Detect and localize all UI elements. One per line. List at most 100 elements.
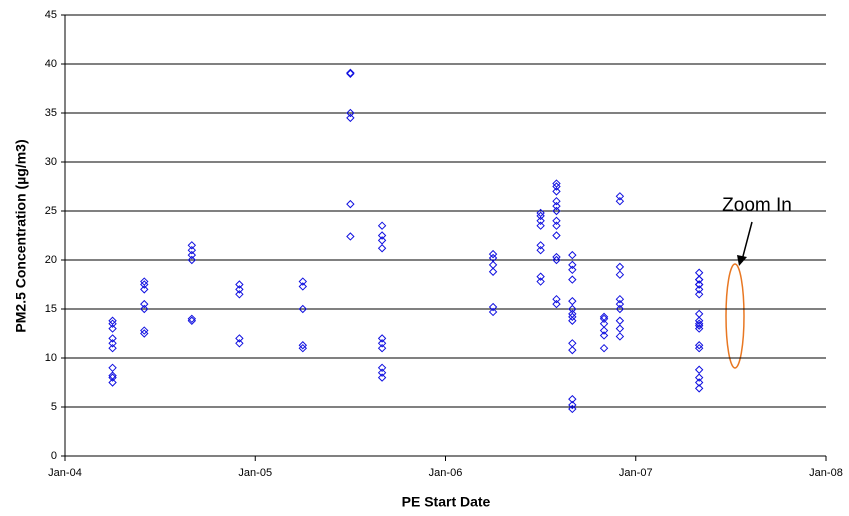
data-point: [568, 275, 577, 284]
y-axis-label: PM2.5 Concentration (µg/m3): [13, 139, 29, 332]
data-point: [552, 294, 561, 304]
x-tick-label: Jan-05: [238, 467, 272, 479]
data-point: [694, 309, 704, 319]
highlight-ellipse: [725, 263, 745, 369]
data-point: [298, 304, 308, 314]
data-point: [615, 304, 625, 314]
data-point: [599, 331, 609, 340]
data-point: [140, 299, 149, 309]
data-point: [552, 206, 561, 216]
data-point: [568, 316, 577, 325]
data-point: [694, 280, 704, 289]
data-point: [346, 113, 355, 123]
data-point: [108, 371, 117, 380]
data-point: [599, 312, 609, 322]
data-point: [488, 253, 498, 263]
data-point: [298, 341, 308, 350]
x-tick-label: Jan-04: [48, 467, 82, 479]
data-point: [568, 404, 577, 414]
data-point: [615, 324, 625, 333]
data-point: [615, 294, 625, 304]
data-point: [488, 307, 498, 317]
data-point: [552, 252, 561, 262]
data-point: [568, 309, 577, 319]
data-point: [108, 334, 117, 343]
y-tick-label: 0: [51, 450, 57, 462]
data-point: [346, 69, 355, 79]
data-point: [187, 241, 197, 250]
data-point: [235, 339, 244, 348]
data-point: [298, 282, 308, 291]
data-point: [488, 302, 498, 312]
data-point: [615, 332, 625, 341]
annotation-arrow: [741, 221, 753, 261]
data-point: [140, 285, 149, 294]
data-point: [346, 108, 355, 118]
data-point: [552, 216, 561, 226]
annotation: Zoom In: [722, 195, 792, 216]
data-point: [488, 249, 498, 259]
data-point: [488, 260, 498, 270]
data-point: [108, 339, 117, 348]
data-point: [568, 260, 577, 270]
data-point: [298, 277, 308, 286]
x-tick-label: Jan-07: [619, 467, 653, 479]
data-point: [140, 277, 149, 286]
data-point: [108, 343, 117, 353]
data-point: [599, 326, 609, 335]
y-tick-label: 25: [45, 205, 57, 217]
data-point: [694, 280, 704, 289]
data-point: [235, 334, 244, 343]
data-point: [552, 221, 561, 230]
data-point: [235, 290, 244, 299]
data-point: [346, 199, 355, 209]
data-point: [108, 316, 117, 325]
data-point: [568, 394, 577, 404]
data-point: [568, 304, 577, 314]
data-point: [536, 241, 545, 250]
data-point: [377, 236, 387, 245]
y-tick-label: 10: [45, 352, 57, 364]
data-point: [694, 316, 704, 325]
data-point: [694, 341, 704, 350]
data-point: [377, 244, 387, 253]
data-point: [694, 384, 704, 393]
x-tick-label: Jan-08: [809, 467, 843, 479]
data-point: [187, 250, 197, 260]
data-point: [615, 196, 625, 206]
data-point: [568, 296, 577, 306]
data-point: [615, 262, 625, 272]
data-point: [187, 314, 197, 324]
data-point: [377, 373, 387, 382]
y-tick-label: 40: [45, 58, 57, 70]
data-point: [488, 267, 498, 276]
data-point: [536, 245, 545, 255]
data-point: [377, 363, 387, 373]
data-point: [346, 232, 355, 241]
data-point: [599, 319, 609, 328]
data-point: [568, 345, 577, 355]
data-point: [552, 231, 561, 240]
data-point: [615, 316, 625, 325]
data-point: [140, 304, 149, 314]
data-point: [377, 368, 387, 377]
data-point: [568, 250, 577, 260]
y-tick-label: 20: [45, 254, 57, 266]
data-point: [694, 319, 704, 328]
data-point: [187, 245, 197, 255]
x-axis-label: PE Start Date: [402, 494, 491, 510]
data-point: [694, 290, 704, 299]
data-point: [377, 221, 387, 230]
data-point: [694, 268, 704, 277]
data-point: [615, 270, 625, 279]
data-point: [694, 275, 704, 284]
y-tick-label: 5: [51, 401, 57, 413]
data-point: [552, 201, 561, 211]
y-tick-label: 30: [45, 156, 57, 168]
data-point: [552, 187, 561, 196]
data-point: [536, 272, 545, 281]
data-point: [536, 208, 545, 218]
data-point: [346, 68, 355, 78]
data-point: [694, 285, 704, 294]
